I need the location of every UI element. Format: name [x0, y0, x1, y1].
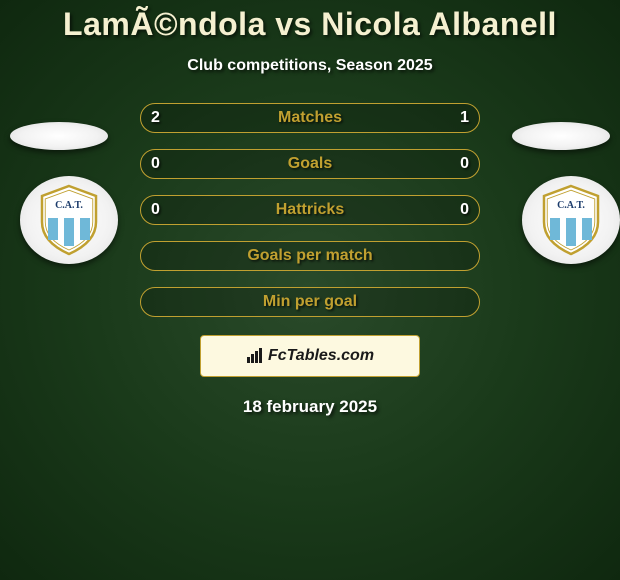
stat-left-value: 0	[151, 201, 189, 219]
attribution-text: FcTables.com	[268, 347, 374, 365]
subtitle: Club competitions, Season 2025	[0, 57, 620, 75]
stat-label: Matches	[189, 109, 431, 127]
attribution-badge: FcTables.com	[200, 335, 420, 377]
stat-label: Hattricks	[189, 201, 431, 219]
player-right-avatar	[512, 122, 610, 150]
stat-right-value: 0	[431, 155, 469, 173]
stat-row-goals-per-match: Goals per match	[140, 241, 480, 271]
stat-right-value: 1	[431, 109, 469, 127]
stat-row-hattricks: 0 Hattricks 0	[140, 195, 480, 225]
stat-row-matches: 2 Matches 1	[140, 103, 480, 133]
date-text: 18 february 2025	[0, 397, 620, 417]
stat-label: Goals	[189, 155, 431, 173]
bar-chart-icon	[246, 347, 264, 365]
stats-container: 2 Matches 1 0 Goals 0 0 Hattricks 0 Goal…	[140, 103, 480, 317]
stat-left-value: 2	[151, 109, 189, 127]
club-crest-right: C.A.T.	[522, 176, 620, 264]
stat-row-goals: 0 Goals 0	[140, 149, 480, 179]
stat-right-value: 0	[431, 201, 469, 219]
club-crest-left: C.A.T.	[20, 176, 118, 264]
club-crest-right-icon: C.A.T.	[538, 184, 604, 256]
page-title: LamÃ©ndola vs Nicola Albanell	[0, 0, 620, 43]
stat-label: Goals per match	[189, 247, 431, 265]
svg-text:C.A.T.: C.A.T.	[557, 200, 585, 211]
stat-left-value: 0	[151, 155, 189, 173]
club-crest-left-icon: C.A.T.	[36, 184, 102, 256]
stat-label: Min per goal	[189, 293, 431, 311]
svg-text:C.A.T.: C.A.T.	[55, 200, 83, 211]
player-left-avatar	[10, 122, 108, 150]
stat-row-min-per-goal: Min per goal	[140, 287, 480, 317]
